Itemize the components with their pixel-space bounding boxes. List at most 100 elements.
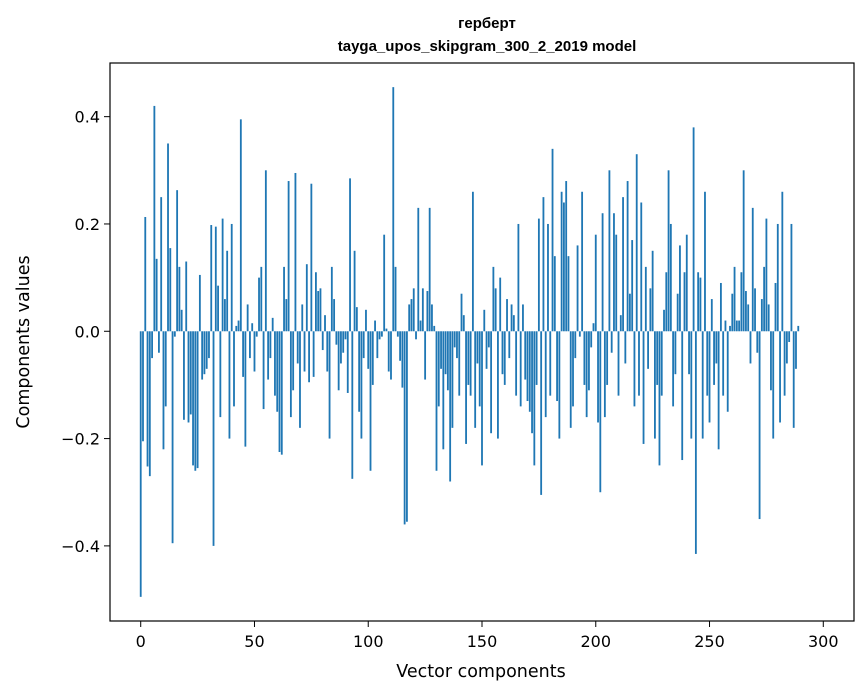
bar: [139, 331, 142, 597]
bar: [153, 105, 156, 332]
bar: [613, 213, 615, 332]
bar: [619, 315, 622, 332]
bar: [294, 172, 297, 332]
bar: [453, 331, 456, 348]
bar: [392, 87, 395, 332]
bar: [264, 170, 267, 332]
bar: [437, 331, 440, 407]
bar: [198, 274, 201, 332]
bar: [189, 331, 192, 415]
bar: [754, 288, 756, 332]
bar: [474, 331, 477, 428]
bar: [337, 331, 340, 391]
bar: [765, 218, 768, 332]
x-axis: 0 50 100 150 200 250 300: [136, 621, 839, 651]
bar: [183, 331, 185, 420]
bar: [164, 331, 167, 407]
bar: [244, 331, 247, 447]
bar: [610, 331, 613, 353]
bar: [387, 331, 390, 372]
bar: [326, 331, 329, 372]
bar: [435, 331, 438, 471]
bar: [155, 258, 158, 332]
bar: [289, 331, 292, 418]
bar: [262, 331, 265, 410]
bar: [679, 245, 681, 332]
bar: [635, 154, 638, 332]
bar: [656, 331, 659, 385]
bar: [333, 299, 336, 332]
bar: [685, 234, 688, 332]
bar: [317, 291, 320, 332]
bar: [592, 323, 595, 332]
bar: [362, 331, 365, 359]
y-tick-label: −0.4: [61, 537, 100, 556]
bar: [506, 299, 508, 332]
bar: [569, 331, 572, 428]
bar: [795, 331, 797, 369]
bar: [626, 181, 629, 332]
bar: [428, 207, 431, 332]
bar: [644, 266, 647, 332]
bar: [699, 277, 702, 332]
bar: [355, 307, 358, 332]
bar: [208, 331, 210, 359]
bar: [658, 331, 661, 466]
bar: [417, 207, 420, 332]
bar: [283, 266, 285, 332]
bar: [312, 331, 315, 377]
bar: [346, 331, 349, 393]
bar: [374, 320, 376, 332]
bar: [576, 245, 579, 332]
bar: [371, 331, 374, 385]
bar: [781, 191, 784, 332]
bar: [144, 216, 147, 332]
bar: [465, 331, 467, 444]
bar: [572, 331, 574, 407]
bar: [178, 266, 181, 332]
bar: [419, 320, 422, 332]
bar: [556, 331, 558, 402]
bar: [701, 331, 704, 439]
bar: [462, 315, 465, 332]
bar: [351, 331, 354, 479]
bar: [424, 331, 427, 380]
bar: [344, 331, 347, 340]
bar: [553, 256, 556, 332]
bar: [790, 223, 793, 332]
bar: [683, 272, 686, 332]
bar: [663, 309, 665, 332]
bar: [299, 331, 301, 428]
bar: [210, 225, 213, 332]
bar: [708, 331, 711, 423]
bar: [296, 331, 299, 364]
bar: [324, 315, 326, 332]
x-tick-label: 100: [353, 632, 384, 651]
bar: [544, 331, 547, 418]
bar: [508, 331, 511, 359]
bar: [770, 331, 772, 391]
bar: [676, 293, 679, 332]
bar: [519, 331, 522, 407]
bar: [633, 331, 636, 407]
bar: [217, 285, 219, 332]
y-tick-label: 0.2: [75, 215, 100, 234]
bar: [510, 304, 513, 332]
bar: [385, 328, 388, 332]
bar: [738, 320, 741, 332]
bar: [729, 325, 731, 332]
bar: [410, 299, 413, 332]
bar: [574, 331, 577, 359]
bar: [760, 299, 763, 332]
bar: [710, 299, 713, 332]
chart-title: герберт: [458, 15, 516, 32]
bar: [667, 170, 670, 332]
y-tick-label: −0.2: [61, 430, 100, 449]
bar: [497, 331, 499, 439]
bar: [660, 331, 663, 396]
bar: [501, 331, 504, 375]
bar: [665, 272, 668, 332]
bar: [214, 226, 217, 332]
bar: [328, 331, 331, 439]
